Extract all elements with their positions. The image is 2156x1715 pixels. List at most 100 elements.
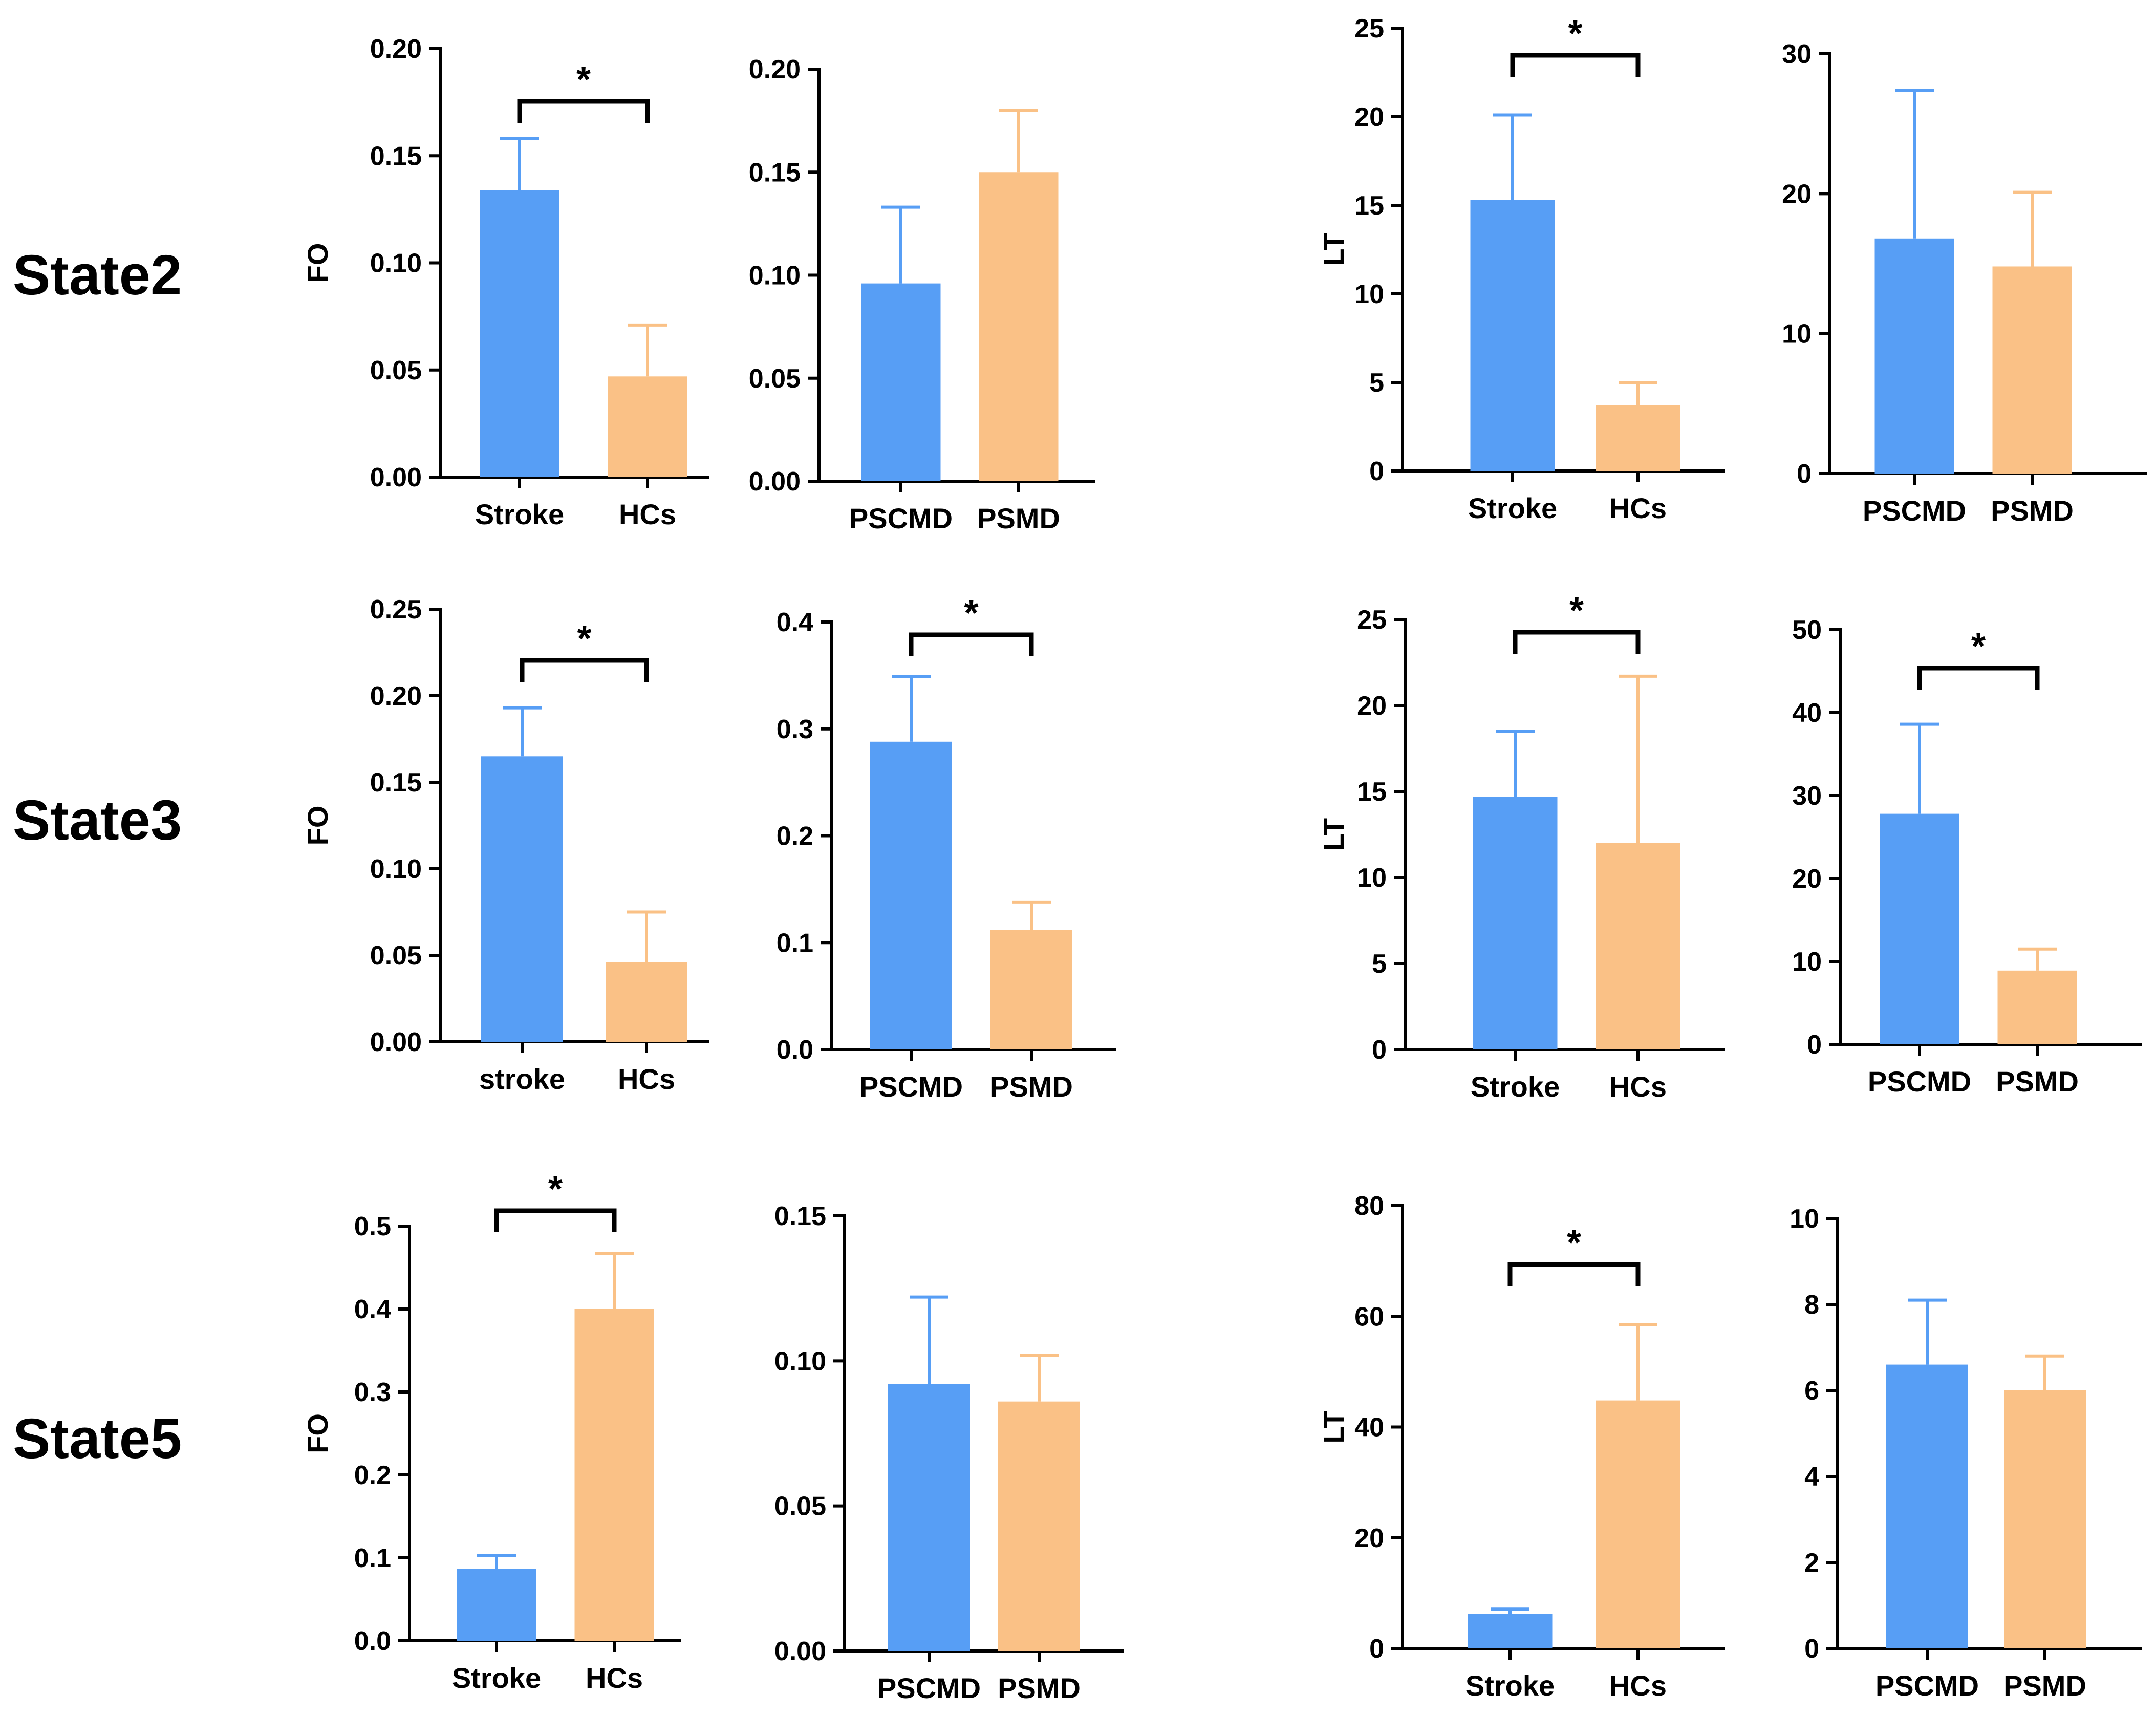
y-tick-label: 6 [1804,1376,1819,1406]
y-tick-label: 0 [1369,1634,1384,1664]
y-tick-label: 20 [1792,864,1822,894]
chart-panel-s2-fo-groups: 0.00 0.05 0.10 0.15 0.20 FO Stroke HCs * [301,34,709,530]
x-tick-label: PSMD [990,1070,1073,1103]
y-tick-label: 50 [1792,615,1822,645]
y-tick-label: 10 [1782,319,1812,349]
y-tick-label: 0.00 [749,467,801,497]
y-tick-label: 0.00 [774,1637,826,1666]
y-tick-label: 80 [1354,1191,1384,1221]
x-tick-label: Stroke [452,1662,541,1694]
bar-hcs [574,1309,654,1641]
y-tick-label: 0.15 [370,141,422,171]
x-tick-label: PSMD [1991,495,2074,527]
y-tick-label: 0.10 [749,261,801,291]
y-tick-label: 20 [1782,179,1812,209]
chart-panel-s2-lt-groups: 0 5 10 15 20 25 LT Stroke HCs * [1318,13,1725,524]
x-tick-label: Stroke [475,498,564,530]
bar-hcs [608,376,687,477]
chart-panel-s5-lt-groups: 0 20 40 60 80 LT Stroke HCs * [1318,1191,1725,1702]
bar-psmd [979,172,1059,481]
chart-panel-s2-fo-subgroups: 0.00 0.05 0.10 0.15 0.20 PSCMD PSMD [749,55,1095,534]
significance-bracket [494,1208,617,1232]
y-tick-label: 20 [1354,102,1384,132]
y-tick-label: 0.05 [774,1492,826,1521]
chart-panel-s3-lt-subgroups: 0 10 20 30 40 50 PSCMD PSMD * [1792,615,2142,1098]
bar-pscmd [870,741,952,1049]
x-tick-label: PSCMD [1863,495,1966,527]
significance-bracket [1507,1262,1641,1286]
chart-panel-s3-lt-groups: 0 5 10 15 20 25 LT Stroke HCs * [1318,590,1725,1103]
significance-star: * [1971,626,1986,667]
y-tick-label: 20 [1354,1524,1384,1553]
y-axis-title: FO [301,1413,334,1453]
y-tick-label: 10 [1790,1204,1819,1234]
significance-bracket [1513,630,1641,654]
row-label-state5: State5 [13,1407,182,1470]
y-tick-label: 15 [1357,777,1387,807]
bar-pscmd [1886,1364,1968,1648]
y-tick-label: 15 [1354,191,1384,221]
y-tick-label: 40 [1792,698,1822,728]
bar-psmd [990,930,1072,1049]
bar-stroke [481,756,563,1042]
significance-star: * [964,593,978,634]
y-tick-label: 0.20 [749,55,801,84]
chart-panel-s3-fo-subgroups: 0.0 0.1 0.2 0.3 0.4 PSCMD PSMD * [777,593,1116,1103]
y-tick-label: 0.20 [370,681,422,711]
y-tick-label: 40 [1354,1413,1384,1443]
y-tick-label: 2 [1804,1548,1819,1578]
x-tick-label: Stroke [1465,1669,1555,1702]
bar-stroke [1470,200,1555,471]
y-tick-label: 0.00 [370,463,422,492]
y-tick-label: 8 [1804,1290,1819,1320]
x-tick-label: HCs [619,498,676,530]
y-tick-label: 0.3 [777,715,813,744]
y-tick-label: 5 [1369,368,1384,398]
bar-pscmd [1880,813,1959,1044]
bar-psmd [2004,1390,2086,1648]
x-tick-label: HCs [586,1662,643,1694]
bar-stroke [480,190,559,478]
y-tick-label: 0 [1369,457,1384,486]
y-axis-title: LT [1318,1410,1350,1443]
y-tick-label: 0 [1804,1634,1819,1664]
x-tick-label: PSCMD [1868,1065,1971,1098]
chart-panel-s5-fo-subgroups: 0.00 0.05 0.10 0.15 PSCMD PSMD [774,1202,1124,1704]
chart-panel-s3-fo-groups: 0.00 0.05 0.10 0.15 0.20 0.25 FO stroke HCs * [301,595,709,1095]
x-tick-label: PSMD [1996,1065,2079,1098]
row-label-state2: State2 [13,244,182,307]
x-tick-label: stroke [479,1063,565,1095]
y-tick-label: 0.05 [370,941,422,971]
x-tick-label: PSMD [977,502,1060,534]
y-tick-label: 10 [1354,280,1384,309]
y-tick-label: 30 [1782,39,1812,69]
significance-bracket [1510,53,1641,77]
y-tick-label: 0.3 [354,1378,391,1407]
bar-hcs [1596,405,1680,471]
bar-psmd [1997,970,2077,1044]
x-tick-label: HCs [618,1063,675,1095]
bar-pscmd [1874,238,1954,474]
x-tick-label: HCs [1609,492,1667,524]
y-tick-label: 0.05 [370,356,422,385]
significance-bracket [1917,666,2040,690]
x-tick-label: PSCMD [1875,1669,1979,1702]
y-tick-label: 10 [1792,947,1822,977]
y-tick-label: 0.15 [774,1202,826,1231]
y-tick-label: 0.2 [354,1461,391,1490]
x-tick-label: Stroke [1468,492,1557,524]
bar-stroke [1468,1614,1553,1648]
bar-psmd [1992,266,2072,474]
y-tick-label: 0.0 [354,1626,391,1656]
y-axis-title: LT [1318,233,1350,266]
bar-hcs [606,962,687,1042]
y-tick-label: 60 [1354,1302,1384,1332]
bar-hcs [1596,1400,1680,1648]
y-tick-label: 0.25 [370,595,422,625]
y-tick-label: 0.5 [354,1212,391,1241]
chart-panel-s2-lt-subgroups: 0 10 20 30 PSCMD PSMD [1782,39,2147,527]
y-tick-label: 0 [1797,459,1812,489]
y-tick-label: 25 [1357,605,1387,635]
